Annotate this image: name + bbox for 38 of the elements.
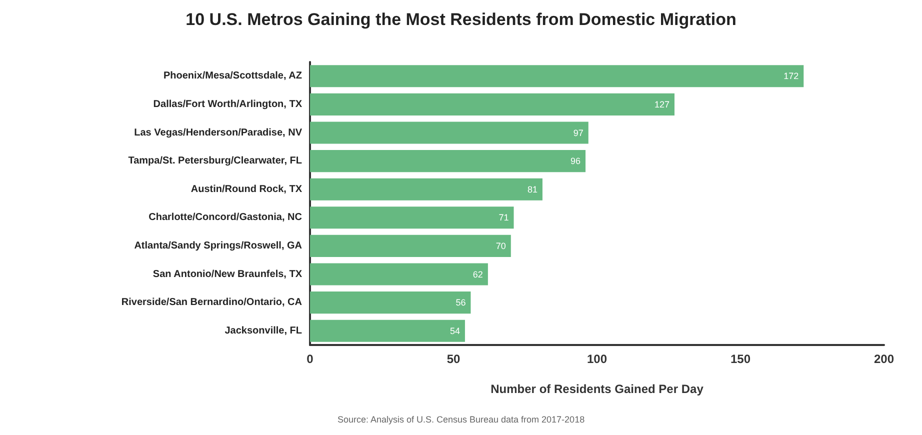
- bar: [310, 178, 542, 200]
- bar: [310, 234, 511, 257]
- y-tick-label: Las Vegas/Henderson/Paradise, NV: [134, 127, 302, 138]
- bar: [310, 292, 471, 314]
- data-label: 127: [654, 99, 670, 110]
- bar: [310, 206, 514, 229]
- data-label: 96: [570, 156, 581, 166]
- source-note: Source: Analysis of U.S. Census Bureau data from 2017-2018: [337, 414, 585, 424]
- data-label: 172: [784, 71, 799, 82]
- y-tick-label: San Antonio/New Braunfels, TX: [152, 268, 302, 280]
- y-tick-label: Jacksonville, FL: [224, 325, 302, 336]
- data-label: 56: [456, 298, 466, 308]
- x-tick-label: 150: [730, 352, 751, 366]
- chart-title: 10 U.S. Metros Gaining the Most Residents from Domestic Migration: [186, 10, 736, 29]
- data-label: 71: [498, 212, 509, 223]
- bar: [310, 150, 586, 172]
- bar: [310, 65, 804, 88]
- data-label: 81: [527, 184, 538, 194]
- data-label: 97: [573, 128, 584, 138]
- bar: [310, 93, 674, 116]
- x-tick-label: 50: [446, 352, 460, 366]
- y-tick-label: Phoenix/Mesa/Scottsdale, AZ: [163, 70, 302, 82]
- y-tick-label: Atlanta/Sandy Springs/Roswell, GA: [134, 240, 302, 252]
- x-tick-label: 0: [306, 352, 314, 366]
- y-tick-label: Charlotte/Concord/Gastonia, NC: [148, 212, 302, 224]
- x-tick-label: 200: [874, 352, 894, 366]
- y-tick-label: Dallas/Fort Worth/Arlington, TX: [153, 98, 302, 110]
- y-tick-label: Tampa/St. Petersburg/Clearwater, FL: [128, 156, 302, 167]
- bar: [310, 263, 488, 286]
- y-tick-label: Austin/Round Rock, TX: [190, 184, 302, 195]
- x-tick-label: 100: [586, 352, 608, 366]
- data-label: 70: [496, 240, 506, 251]
- data-label: 54: [450, 326, 460, 336]
- bar: [310, 320, 465, 342]
- x-axis-title: Number of Residents Gained Per Day: [490, 382, 704, 396]
- data-label: 62: [472, 269, 483, 280]
- bar: [310, 122, 588, 144]
- y-tick-label: Riverside/San Bernardino/Ontario, CA: [121, 297, 302, 308]
